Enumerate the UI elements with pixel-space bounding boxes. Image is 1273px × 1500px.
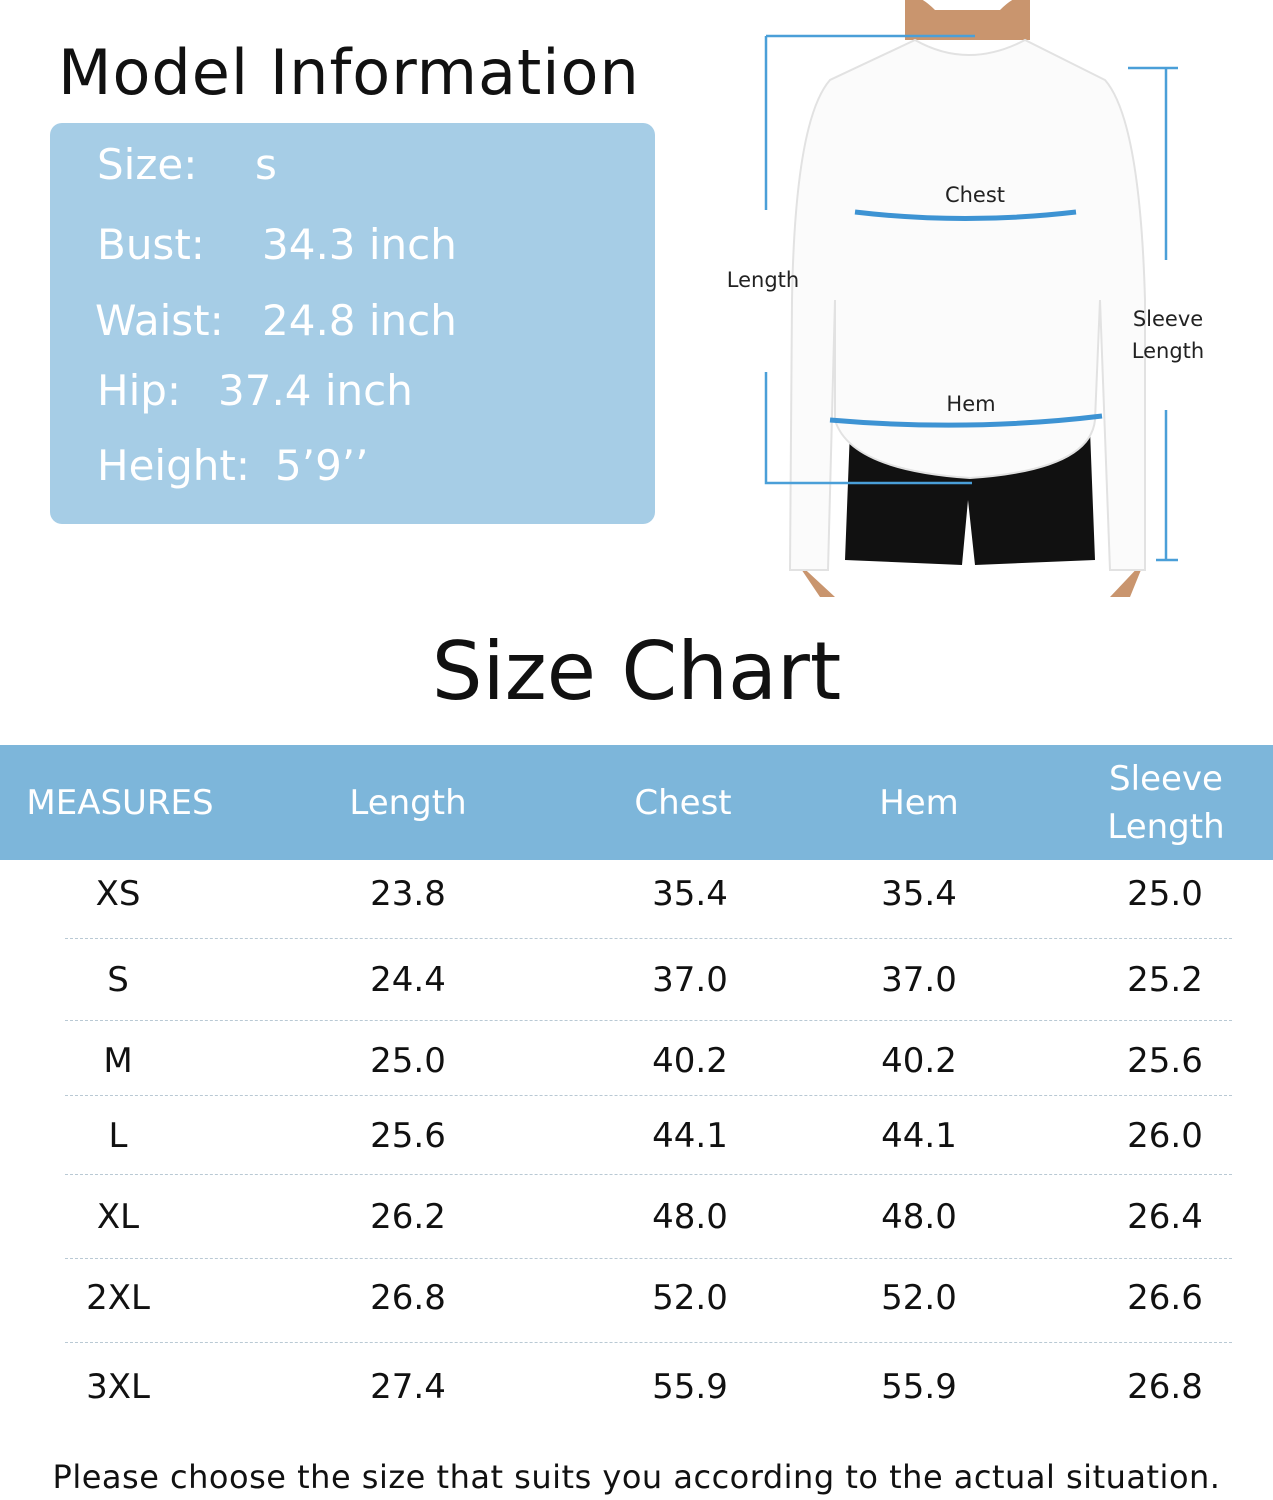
column-header: Length	[349, 782, 467, 823]
size-chart-title: Size Chart	[431, 625, 842, 718]
table-cell: 26.8	[370, 1278, 446, 1318]
measure-lines	[764, 34, 1178, 562]
model-info-title: Model Information	[58, 36, 640, 109]
table-cell: 25.6	[370, 1116, 446, 1156]
table-cell: S	[107, 960, 129, 1000]
table-cell: 24.4	[370, 960, 446, 1000]
table-cell: M	[103, 1041, 133, 1081]
table-header: MEASURES Length Chest Hem Sleeve Length	[0, 745, 1273, 860]
length-label: Length	[726, 268, 800, 292]
arms-skin	[795, 560, 1145, 597]
table-cell: 35.4	[652, 874, 728, 914]
column-header: Chest	[634, 782, 732, 823]
table-cell: 26.2	[370, 1197, 446, 1237]
column-header: MEASURES	[26, 782, 214, 823]
table-cell: 25.0	[1127, 874, 1203, 914]
table-cell: 52.0	[652, 1278, 728, 1318]
chest-line	[854, 209, 1077, 221]
table-cell: 35.4	[881, 874, 957, 914]
hem-label: Hem	[946, 392, 996, 416]
table-cell: 55.9	[881, 1367, 957, 1407]
table-cell: 2XL	[86, 1278, 150, 1318]
table-cell: XS	[95, 874, 141, 914]
row-divider	[65, 1095, 1232, 1096]
table-cell: 37.0	[881, 960, 957, 1000]
hem-line	[829, 413, 1103, 428]
table-cell: 40.2	[881, 1041, 957, 1081]
model-info-label: Bust:	[97, 220, 205, 269]
chest-label: Chest	[944, 183, 1006, 207]
model-info-label: Waist:	[95, 296, 224, 345]
row-divider	[65, 1258, 1232, 1259]
table-cell: XL	[96, 1197, 140, 1237]
table-cell: 26.4	[1127, 1197, 1203, 1237]
model-info-value: 34.3 inch	[262, 220, 457, 269]
table-cell: 44.1	[881, 1116, 957, 1156]
table-cell: 37.0	[652, 960, 728, 1000]
table-cell: 23.8	[370, 874, 446, 914]
model-info-value: 5’9’’	[275, 441, 369, 490]
row-divider	[65, 1342, 1232, 1343]
model-info-value: s	[255, 140, 277, 189]
model-info-label: Hip:	[97, 366, 182, 415]
footer-note: Please choose the size that suits you ac…	[52, 1458, 1221, 1496]
table-cell: 26.8	[1127, 1367, 1203, 1407]
table-cell: 25.6	[1127, 1041, 1203, 1081]
model-info-value: 37.4 inch	[218, 366, 413, 415]
table-cell: 48.0	[881, 1197, 957, 1237]
table-cell: 40.2	[652, 1041, 728, 1081]
table-cell: 48.0	[652, 1197, 728, 1237]
model-info-value: 24.8 inch	[262, 296, 457, 345]
column-header: Hem	[879, 782, 959, 823]
table-cell: 44.1	[652, 1116, 728, 1156]
row-divider	[65, 1020, 1232, 1021]
table-cell: 55.9	[652, 1367, 728, 1407]
table-cell: 26.0	[1127, 1116, 1203, 1156]
table-cell: 3XL	[86, 1367, 150, 1407]
table-cell: 25.0	[370, 1041, 446, 1081]
table-cell: 27.4	[370, 1367, 446, 1407]
shirt	[788, 38, 1146, 571]
sleeve-length-label: Sleeve Length	[1131, 307, 1205, 363]
row-divider	[65, 1174, 1232, 1175]
shirt-diagram	[764, 0, 1178, 597]
row-divider	[65, 938, 1232, 939]
model-info-box: Size: s Bust: 34.3 inch Waist: 24.8 inch Hip: 3…	[50, 123, 655, 524]
table-cell: L	[108, 1116, 128, 1156]
model-info-label: Height:	[97, 441, 250, 490]
model-info-label: Size:	[97, 140, 198, 189]
column-header: Sleeve Length	[1107, 758, 1225, 847]
table-cell: 52.0	[881, 1278, 957, 1318]
table-cell: 26.6	[1127, 1278, 1203, 1318]
table-cell: 25.2	[1127, 960, 1203, 1000]
head	[905, 0, 1030, 40]
